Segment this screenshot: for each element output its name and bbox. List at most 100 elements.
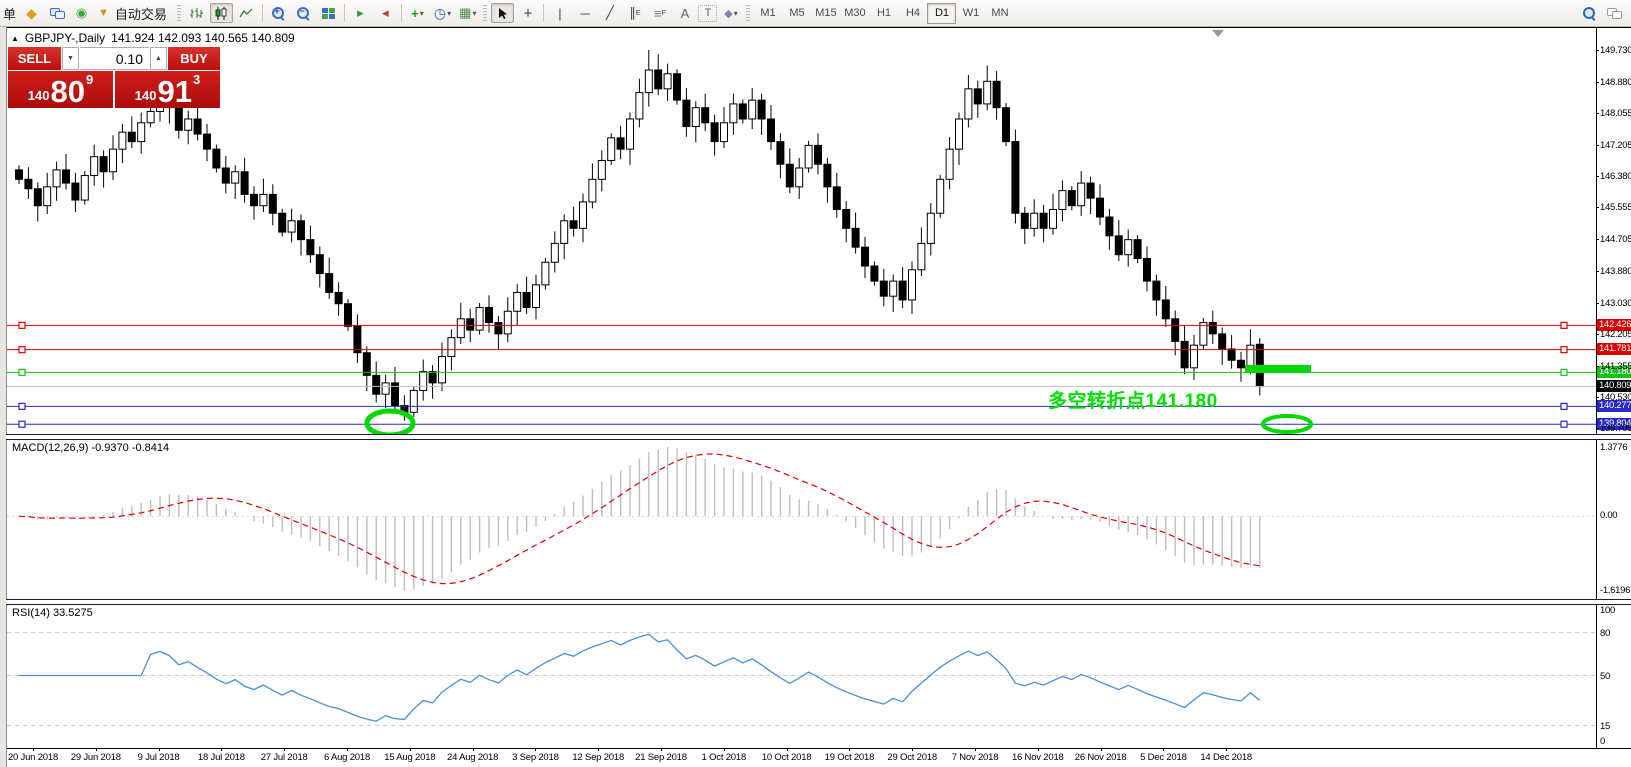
candle-body — [268, 193, 277, 214]
annotation-ellipse[interactable] — [1261, 414, 1313, 434]
channel-button[interactable]: ∥ E — [629, 5, 641, 20]
candle-body — [278, 212, 287, 233]
dropdown-arrow-icon: ▾ — [419, 8, 424, 18]
timeframe-button-m30[interactable]: M30 — [844, 7, 866, 19]
pane-separator-macd[interactable] — [6, 434, 1631, 440]
text-label-button[interactable]: T — [698, 4, 718, 22]
candle-body — [879, 280, 888, 297]
toolbar-drag-handle[interactable] — [746, 5, 751, 21]
buy-button[interactable]: BUY — [168, 47, 220, 70]
volume-input[interactable]: 0.10 — [80, 47, 149, 70]
trendline-button[interactable]: ╱ — [606, 5, 614, 20]
metaeditor-icon[interactable]: ◆ — [26, 4, 37, 21]
date-label: 10 Oct 2018 — [761, 752, 812, 763]
horizontal-line-button[interactable]: ─ — [580, 5, 590, 21]
candle-body — [1105, 216, 1114, 237]
sell-button[interactable]: SELL — [8, 47, 61, 70]
signals-icon[interactable]: ◉ — [75, 5, 88, 20]
chart-scroll-marker[interactable] — [1212, 30, 1224, 37]
candle-body — [231, 171, 240, 184]
timeframe-button-w1[interactable]: W1 — [962, 7, 980, 19]
crosshair-button[interactable]: + — [523, 4, 533, 22]
candle-body — [663, 73, 672, 90]
periods-button[interactable]: ◷ ▾ — [431, 3, 454, 23]
timeframe-button-h4[interactable]: H4 — [905, 7, 920, 19]
candle-body — [80, 175, 89, 201]
candle-body — [43, 186, 52, 207]
search-button[interactable] — [1577, 3, 1600, 23]
window-icon — [49, 7, 65, 19]
candle-body — [259, 193, 268, 207]
dropdown-arrow-icon: ▾ — [472, 8, 477, 18]
line-anchor[interactable] — [1560, 368, 1568, 376]
text-button[interactable]: A — [680, 5, 690, 21]
axis-tick — [1596, 50, 1599, 51]
candle-body — [15, 169, 23, 180]
tile-windows-button[interactable] — [317, 3, 340, 23]
line-anchor[interactable] — [1560, 321, 1568, 329]
timeframe-button-m5[interactable]: M5 — [789, 7, 805, 19]
zoom-out-button[interactable]: − — [292, 3, 315, 23]
date-axis[interactable]: 20 Jun 2018 29 Jun 2018 9 Jul 2018 18 Jul 2… — [7, 748, 1597, 767]
sell-price-display[interactable]: 140 80 9 — [8, 71, 113, 108]
chat-button[interactable] — [1602, 3, 1625, 23]
collapse-icon[interactable]: ▲ — [11, 33, 19, 43]
toolbar-drag-handle[interactable] — [176, 5, 181, 21]
bar-chart-button[interactable] — [185, 3, 208, 23]
price-axis-divider[interactable] — [1596, 27, 1597, 748]
toolbar-drag-handle[interactable] — [483, 5, 488, 21]
date-tick — [158, 748, 160, 751]
zoom-in-button[interactable]: + — [267, 3, 290, 23]
rsi-pane[interactable] — [7, 604, 1596, 747]
buy-price-display[interactable]: 140 91 3 — [115, 71, 220, 108]
highlight-rect[interactable] — [1245, 365, 1311, 373]
line-anchor[interactable] — [18, 402, 26, 410]
fibonacci-button[interactable]: ≡ F — [654, 5, 666, 21]
timeframe-button-m1[interactable]: M1 — [760, 7, 776, 19]
volume-decrease-button[interactable]: ▼ — [62, 47, 79, 70]
templates-button[interactable]: ▦ ▾ — [456, 3, 479, 23]
timeframe-button-m15[interactable]: M15 — [815, 7, 837, 19]
market-window-icon[interactable] — [45, 3, 68, 23]
add-indicator-button[interactable]: + ▾ — [406, 3, 429, 23]
candle-body — [673, 73, 681, 101]
timeframe-button-mn[interactable]: MN — [991, 7, 1009, 19]
price-axis[interactable]: 142.426 141.781 141.180 140.809 140.277 139.8… — [1596, 27, 1631, 748]
price-tick-label: 145.555 — [1600, 202, 1631, 214]
macd-pane[interactable] — [7, 439, 1596, 598]
candlestick-chart-button[interactable] — [209, 3, 233, 23]
annotation-text[interactable]: 多空转折点141.180 — [1048, 391, 1218, 412]
cursor-button[interactable] — [491, 3, 515, 23]
timeframe-button-d1[interactable]: D1 — [927, 2, 957, 24]
candle-body — [1133, 239, 1142, 259]
pane-separator-rsi[interactable] — [6, 599, 1631, 605]
line-anchor[interactable] — [1560, 346, 1568, 354]
date-label: 27 Jul 2018 — [260, 752, 308, 763]
date-tick — [661, 748, 662, 751]
object-list-button[interactable]: ◂ — [382, 5, 389, 20]
line-anchor[interactable] — [18, 368, 26, 376]
new-order-button[interactable]: 单 — [3, 6, 17, 22]
line-anchor[interactable] — [1560, 420, 1568, 428]
candle-body — [409, 389, 418, 413]
timeframe-button-h1[interactable]: H1 — [876, 7, 891, 19]
volume-increase-button[interactable]: ▲ — [150, 47, 167, 70]
date-label: 24 Aug 2018 — [447, 752, 499, 763]
autotrading-button[interactable]: ▼ 自动交易 — [95, 3, 173, 23]
line-anchor[interactable] — [18, 346, 26, 354]
date-tick — [221, 748, 223, 751]
price-chart-pane[interactable] — [7, 28, 1596, 434]
indicator-list-button[interactable]: ▸ — [357, 5, 364, 20]
candle-body — [137, 122, 146, 143]
line-chart-button[interactable] — [235, 3, 258, 23]
candle-body — [99, 156, 108, 173]
date-tick — [1037, 748, 1039, 751]
line-anchor[interactable] — [18, 420, 26, 428]
line-anchor[interactable] — [18, 321, 26, 329]
line-anchor[interactable] — [1560, 402, 1568, 410]
candle-body — [1049, 208, 1057, 229]
shapes-button[interactable]: ◆ ▾ — [719, 3, 742, 23]
annotation-ellipse[interactable] — [364, 408, 416, 434]
candle-body — [870, 265, 879, 282]
vertical-line-button[interactable]: | — [558, 5, 562, 21]
